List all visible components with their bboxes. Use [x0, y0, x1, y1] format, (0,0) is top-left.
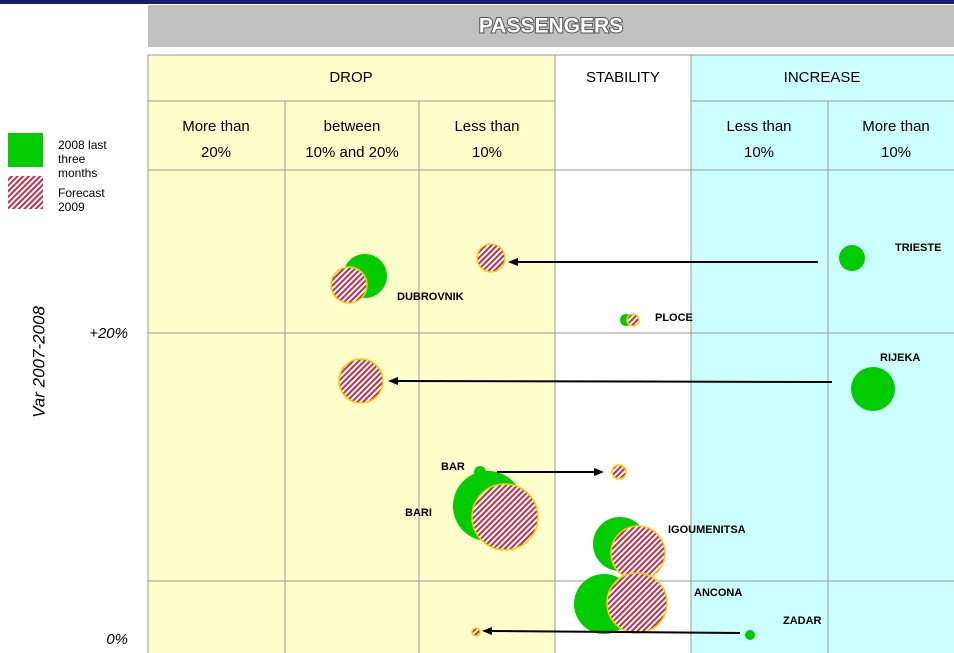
subcolumn-header: More than — [182, 118, 250, 135]
group-header: STABILITY — [586, 69, 660, 86]
arrows — [388, 258, 833, 636]
subcolumn-header: 10% and 20% — [305, 144, 398, 161]
port-label: ANCONA — [694, 587, 742, 599]
drop-zone — [148, 55, 555, 653]
subcolumn-header: 10% — [881, 144, 911, 161]
legend-label: months — [58, 166, 97, 180]
subcolumn-header: 10% — [472, 144, 502, 161]
y-tick-label: +20% — [89, 325, 128, 342]
port-label: TRIESTE — [895, 242, 941, 254]
title-bar — [148, 5, 954, 47]
port-label: BARI — [405, 507, 432, 519]
legend-label: 2009 — [58, 200, 85, 214]
title: PASSENGERS — [479, 15, 623, 38]
group-header: DROP — [329, 69, 372, 86]
subcolumn-header: More than — [862, 118, 930, 135]
legend-label: Forecast — [58, 186, 105, 200]
y-tick-label: 0% — [106, 631, 128, 648]
top-bar — [0, 0, 954, 4]
subcolumn-header: 20% — [201, 144, 231, 161]
port-label: DUBROVNIK — [397, 291, 464, 303]
subcolumn-header: Less than — [454, 118, 519, 135]
port-label: RIJEKA — [880, 352, 920, 364]
legend-swatch — [8, 176, 43, 209]
subcolumn-header: 10% — [744, 144, 774, 161]
legend-swatch — [8, 133, 43, 167]
increase-zone — [691, 55, 954, 653]
subcolumn-header: Less than — [726, 118, 791, 135]
port-label: BAR — [441, 461, 465, 473]
y-axis-label: Var 2007-2008 — [29, 306, 48, 418]
group-header: INCREASE — [784, 69, 861, 86]
bubbles — [330, 243, 895, 640]
port-label: ZADAR — [783, 615, 822, 627]
subcolumn-header: between — [324, 118, 381, 135]
port-label: IGOUMENITSA — [668, 524, 746, 536]
port-label: PLOCE — [655, 312, 693, 324]
grid — [147, 54, 954, 653]
legend-label: three — [58, 152, 86, 166]
legend-label: 2008 last — [58, 138, 107, 152]
